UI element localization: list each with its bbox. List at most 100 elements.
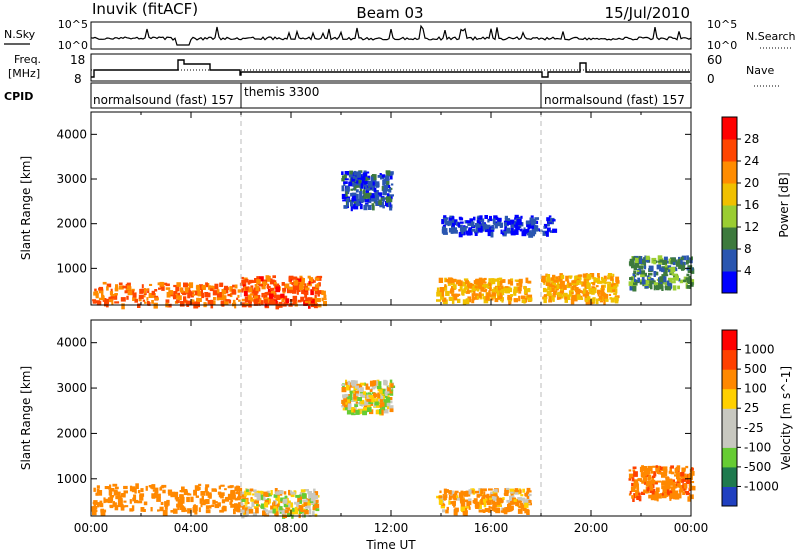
power-cell-r5-14 bbox=[544, 288, 548, 292]
velocity-cell-r0-218 bbox=[114, 505, 119, 511]
power-cell-r3-190 bbox=[488, 282, 492, 287]
power-cell-r1-173 bbox=[244, 296, 248, 302]
power-cell-r4-149 bbox=[442, 232, 448, 235]
power-cb-tick-label-5: 8 bbox=[744, 242, 752, 256]
velocity-cell-r2-174 bbox=[388, 391, 393, 394]
velocity-cell-r0-64 bbox=[198, 483, 202, 487]
power-cell-r6-218 bbox=[641, 279, 646, 285]
velocity-cell-r0-240 bbox=[151, 493, 156, 499]
velocity-cell-r3-196 bbox=[445, 509, 449, 514]
velocity-cell-r0-171 bbox=[205, 505, 210, 510]
velocity-cell-r3-214 bbox=[492, 501, 497, 508]
power-cell-r0-85 bbox=[142, 299, 146, 302]
power-cell-r6-193 bbox=[678, 278, 681, 282]
power-cell-r5-255 bbox=[605, 298, 609, 302]
power-cell-r1-10 bbox=[275, 294, 281, 300]
power-cell-r2-254 bbox=[375, 182, 379, 188]
power-cell-r0-153 bbox=[211, 285, 215, 291]
power-cell-r2-19 bbox=[361, 173, 364, 177]
power-cell-r0-49 bbox=[229, 292, 233, 298]
velocity-cell-r1-102 bbox=[246, 489, 249, 492]
velocity-ylabel: Slant Range [km] bbox=[19, 366, 33, 470]
velocity-cb-tick-label-0: 1000 bbox=[744, 343, 775, 357]
power-cell-r2-144 bbox=[366, 187, 371, 191]
power-cell-r5-209 bbox=[593, 286, 596, 290]
velocity-cb-block-0 bbox=[722, 486, 737, 507]
power-cell-r1-63 bbox=[259, 276, 264, 282]
power-cell-r6-257 bbox=[673, 277, 676, 282]
power-cell-r2-138 bbox=[384, 175, 389, 181]
velocity-cell-r2-17 bbox=[341, 405, 345, 408]
velocity-cell-r1-70 bbox=[285, 507, 291, 511]
nsky-panel: N.Sky 10^5 10^0 10^5 10^0 N.Search bbox=[4, 18, 796, 52]
power-cell-r5-170 bbox=[552, 274, 556, 278]
power-cell-r1-198 bbox=[314, 277, 320, 281]
power-cell-r0-167 bbox=[114, 293, 118, 296]
power-cell-r4-183 bbox=[514, 229, 519, 235]
power-cell-r1-227 bbox=[314, 288, 318, 291]
power-cell-r6-240 bbox=[632, 278, 636, 282]
power-cell-r1-15 bbox=[308, 298, 313, 305]
power-cell-r2-70 bbox=[343, 183, 346, 186]
power-cell-r3-41 bbox=[444, 285, 448, 291]
velocity-cell-r1-209 bbox=[300, 509, 306, 512]
velocity-cell-r4-44 bbox=[664, 472, 668, 477]
velocity-cell-r0-94 bbox=[170, 491, 175, 498]
velocity-cell-r3-250 bbox=[528, 500, 532, 503]
power-cell-r1-117 bbox=[288, 275, 294, 281]
velocity-cell-r0-26 bbox=[199, 498, 203, 504]
velocity-cell-r1-4 bbox=[314, 513, 318, 517]
velocity-cell-r1-87 bbox=[241, 510, 246, 515]
velocity-cell-r0-173 bbox=[219, 492, 225, 496]
power-cell-r3-83 bbox=[438, 291, 444, 297]
power-cell-r2-217 bbox=[360, 197, 365, 203]
power-cell-r1-101 bbox=[317, 290, 322, 295]
power-cell-r3-198 bbox=[519, 281, 523, 288]
velocity-cell-r1-252 bbox=[279, 506, 283, 511]
velocity-cell-r1-201 bbox=[274, 512, 277, 516]
velocity-cell-r4-257 bbox=[669, 495, 674, 497]
velocity-cell-r1-188 bbox=[311, 493, 316, 499]
power-cell-r5-215 bbox=[600, 276, 604, 281]
power-cell-r2-15 bbox=[372, 205, 375, 211]
power-cell-r5-139 bbox=[597, 280, 602, 284]
power-cell-r2-90 bbox=[344, 171, 350, 176]
power-cell-r0-101 bbox=[108, 296, 114, 302]
power-cell-r4-178 bbox=[451, 216, 455, 220]
power-cell-r2-46 bbox=[386, 193, 390, 198]
velocity-ytick-label-3: 4000 bbox=[56, 336, 87, 350]
power-cell-r2-170 bbox=[389, 175, 393, 180]
power-cell-r2-222 bbox=[359, 191, 363, 195]
velocity-ytick-label-2: 3000 bbox=[56, 381, 87, 395]
velocity-cell-r4-68 bbox=[671, 479, 675, 484]
velocity-cell-r1-17 bbox=[241, 494, 247, 498]
velocity-cell-r3-259 bbox=[480, 488, 484, 494]
power-cell-r1-141 bbox=[288, 276, 291, 282]
power-cell-r1-81 bbox=[293, 300, 297, 306]
power-cell-r3-254 bbox=[449, 277, 454, 283]
power-cell-r6-203 bbox=[685, 260, 689, 265]
cpid-segment-3: normalsound (fast) 157 bbox=[544, 93, 685, 107]
power-cell-r0-54 bbox=[152, 293, 156, 298]
power-cell-r6-208 bbox=[674, 275, 679, 281]
power-cell-r0-161 bbox=[168, 290, 174, 295]
power-cell-r4-97 bbox=[534, 217, 539, 220]
power-cell-r2-174 bbox=[388, 189, 392, 193]
power-cell-r2-84 bbox=[381, 186, 386, 191]
velocity-cell-r4-236 bbox=[666, 489, 669, 495]
power-cell-r4-252 bbox=[506, 227, 511, 234]
power-cell-r5-203 bbox=[610, 297, 615, 303]
velocity-cell-r0-107 bbox=[96, 503, 100, 508]
velocity-cell-r3-38 bbox=[456, 497, 461, 501]
velocity-cell-r1-172 bbox=[302, 499, 308, 503]
power-cell-r0-194 bbox=[158, 287, 161, 290]
power-cell-r2-145 bbox=[364, 182, 367, 188]
nave-tick-bottom: 0 bbox=[707, 72, 715, 86]
velocity-cell-r0-232 bbox=[156, 497, 161, 502]
velocity-cell-r4-86 bbox=[632, 469, 636, 472]
velocity-cell-r3-189 bbox=[458, 492, 464, 498]
power-cell-r0-210 bbox=[143, 288, 146, 294]
power-cell-r4-181 bbox=[489, 228, 495, 232]
nsearch-label: N.Search bbox=[746, 30, 796, 43]
